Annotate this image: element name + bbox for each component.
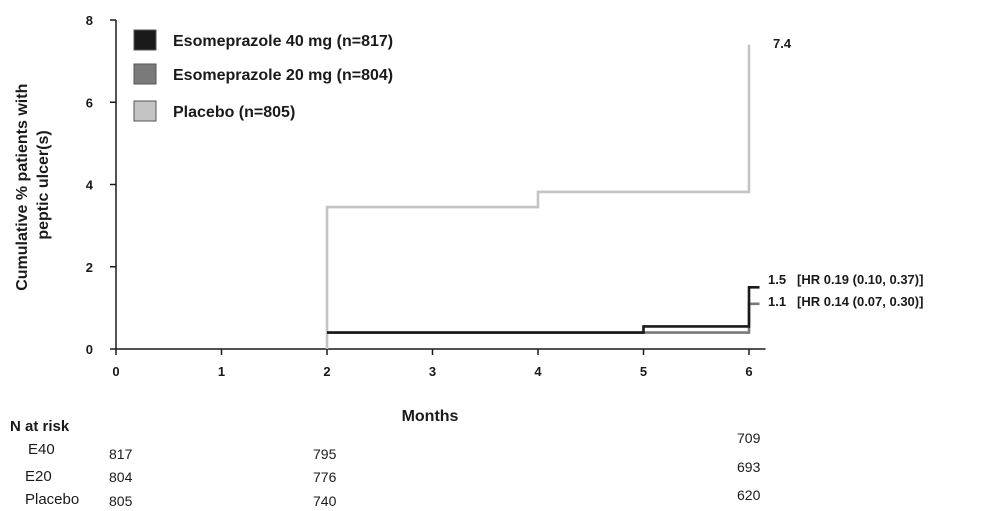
risk-e40-month2: 795: [313, 446, 337, 462]
x-tick-label-5: 5: [640, 364, 647, 379]
risk-table-title: N at risk: [10, 418, 70, 435]
x-tick-label-2: 2: [323, 364, 330, 379]
y-tick-label-4: 4: [86, 178, 94, 193]
risk-e40-month6: 709: [737, 430, 761, 446]
risk-row-label-placebo: Placebo: [25, 491, 79, 508]
y-tick-label-6: 6: [86, 95, 93, 110]
legend-swatch-esomeprazole-40: [133, 29, 157, 51]
y-tick-label-2: 2: [86, 260, 93, 275]
series-line-esomeprazole-20: [327, 302, 760, 334]
risk-placebo-month0: 805: [109, 493, 133, 509]
hazard-ratio-esomeprazole-20: [HR 0.14 (0.07, 0.30)]: [797, 294, 923, 309]
y-axis-title-line-1: Cumulative % patients with: [14, 84, 31, 291]
legend-label-esomeprazole-20: Esomeprazole 20 mg (n=804): [173, 67, 393, 84]
end-value-esomeprazole-20: 1.1: [768, 294, 786, 309]
risk-e20-month2: 776: [313, 469, 337, 485]
y-axis-title: Cumulative % patients with peptic ulcer(…: [14, 79, 52, 291]
legend-swatch-placebo: [133, 100, 157, 122]
risk-e20-month0: 804: [109, 469, 133, 485]
hazard-ratio-esomeprazole-40: [HR 0.19 (0.10, 0.37)]: [797, 272, 923, 287]
risk-table: N at risk E40 E20 Placebo 817 795 709 80…: [10, 418, 761, 509]
x-tick-label-0: 0: [112, 364, 119, 379]
x-tick-label-6: 6: [745, 364, 752, 379]
x-tick-label-4: 4: [534, 364, 542, 379]
end-value-esomeprazole-40: 1.5: [768, 272, 786, 287]
legend-label-placebo: Placebo (n=805): [173, 104, 295, 121]
y-tick-label-0: 0: [86, 342, 93, 357]
risk-e40-month0: 817: [109, 446, 133, 462]
x-tick-label-1: 1: [218, 364, 225, 379]
risk-row-label-e20: E20: [25, 468, 52, 485]
x-tick-label-3: 3: [429, 364, 436, 379]
y-axis-title-line-2: peptic ulcer(s): [35, 130, 52, 239]
end-labels: 1.5 [HR 0.19 (0.10, 0.37)] 1.1 [HR 0.14 (0.…: [768, 36, 923, 309]
legend-swatch-esomeprazole-20: [133, 63, 157, 85]
x-ticks: 0 1 2 3 4 5 6: [112, 349, 753, 379]
y-tick-label-8: 8: [86, 13, 93, 28]
risk-row-label-e40: E40: [28, 441, 55, 458]
series-line-esomeprazole-40: [327, 285, 760, 334]
series-layer: [325, 44, 760, 349]
risk-e20-month6: 693: [737, 459, 761, 475]
legend-label-esomeprazole-40: Esomeprazole 40 mg (n=817): [173, 33, 393, 50]
risk-placebo-month6: 620: [737, 487, 761, 503]
legend: Esomeprazole 40 mg (n=817) Esomeprazole 2…: [133, 29, 393, 122]
risk-placebo-month2: 740: [313, 493, 337, 509]
y-ticks: 0 2 4 6 8: [86, 13, 116, 357]
series-line-placebo: [325, 44, 751, 349]
x-axis-title: Months: [402, 408, 459, 425]
end-value-placebo: 7.4: [773, 36, 792, 51]
